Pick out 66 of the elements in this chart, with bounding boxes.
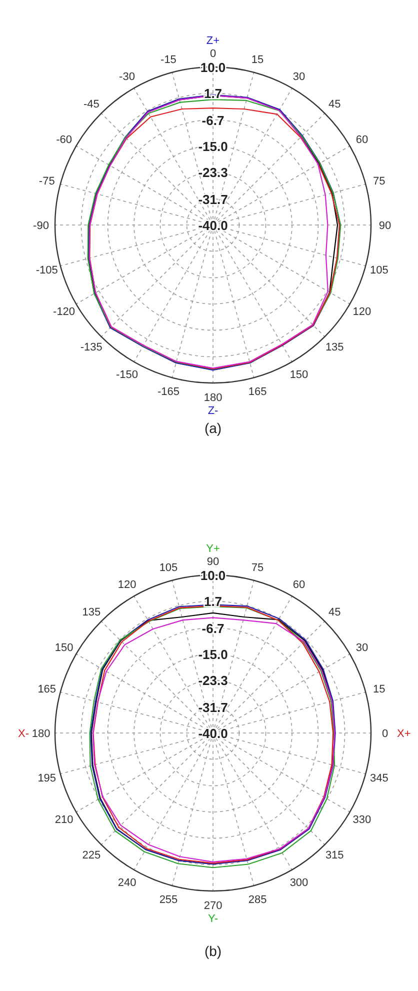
spoke-label: 120 — [118, 579, 136, 592]
text: (b) — [204, 943, 222, 959]
spoke-label: 135 — [82, 606, 101, 618]
y-tick-label: -31.7 — [198, 192, 228, 207]
y-tick-label: -40.0 — [198, 726, 228, 741]
spoke-label: 75 — [373, 175, 386, 188]
spoke-label: 165 — [38, 683, 56, 696]
spoke-label: -30 — [119, 71, 135, 84]
spoke-label: 300 — [290, 876, 308, 889]
spoke-label: -75 — [38, 175, 55, 188]
y-tick-label: -40.0 — [198, 218, 228, 233]
spoke-label: 240 — [118, 876, 136, 889]
spoke-label: 345 — [370, 772, 388, 785]
spoke-label: 255 — [159, 894, 178, 906]
spoke-label: -60 — [56, 134, 72, 146]
spoke-label: -120 — [53, 306, 76, 318]
spoke-label: 285 — [248, 894, 267, 906]
spoke-label: 15 — [373, 683, 386, 696]
spoke-label: 60 — [292, 579, 306, 592]
spoke-label: 105 — [159, 562, 178, 574]
y-tick-label: -23.3 — [198, 673, 228, 688]
spoke-label: -105 — [36, 264, 58, 277]
spoke-label: 330 — [352, 814, 372, 826]
y-tick-label: -6.7 — [202, 112, 224, 128]
spoke-label: 15 — [251, 54, 264, 66]
spoke-label: -90 — [33, 220, 49, 232]
text: X- — [18, 728, 29, 740]
spoke-label: 210 — [54, 814, 74, 826]
spoke-label: -135 — [80, 342, 102, 354]
spoke-label: -15 — [160, 54, 176, 66]
spoke-label: 60 — [356, 134, 368, 146]
y-tick-label: -31.7 — [198, 700, 228, 715]
spoke-label: 135 — [325, 342, 344, 354]
spoke-label: 180 — [32, 728, 50, 740]
text: X+ — [397, 728, 411, 740]
spoke-label: 315 — [325, 850, 344, 862]
text: Y+ — [206, 543, 220, 555]
spoke-label: -165 — [157, 386, 180, 398]
spoke-label: 75 — [251, 562, 264, 574]
spoke-label: 120 — [352, 306, 372, 318]
spoke-label: 165 — [248, 386, 267, 398]
spoke-label: 0 — [382, 728, 388, 740]
spoke-label: 270 — [204, 900, 222, 912]
text: (a) — [204, 420, 222, 436]
y-tick-label: -23.3 — [198, 165, 228, 180]
y-tick-label: -15.0 — [198, 139, 228, 154]
spoke-label: 30 — [356, 642, 368, 654]
y-tick-label: -15.0 — [198, 647, 228, 662]
spoke-label: 225 — [82, 850, 101, 862]
spoke-label: 150 — [290, 368, 308, 381]
spoke-label: 105 — [370, 264, 388, 277]
spoke-label: 45 — [328, 98, 341, 110]
spoke-label: -150 — [116, 368, 138, 381]
text: Z+ — [206, 35, 220, 47]
spoke-label: 195 — [38, 772, 56, 785]
spoke-label: 45 — [328, 606, 341, 618]
spoke-label: 90 — [206, 556, 220, 568]
text: Y- — [208, 913, 218, 925]
spoke-label: 0 — [210, 48, 216, 60]
spoke-label: -45 — [83, 98, 100, 110]
spoke-label: 150 — [54, 642, 74, 654]
text: Z- — [208, 405, 218, 417]
spoke-label: 180 — [204, 392, 222, 404]
spoke-label: 90 — [378, 220, 392, 232]
spoke-label: 30 — [292, 71, 306, 84]
y-tick-label: -6.7 — [202, 620, 224, 636]
